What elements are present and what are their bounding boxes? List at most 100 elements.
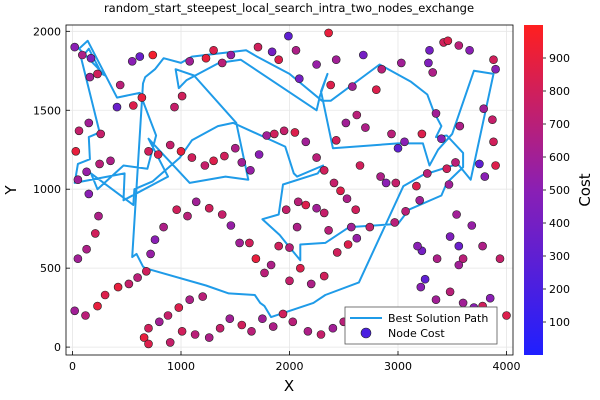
node-point xyxy=(491,64,500,74)
node-point xyxy=(231,143,240,153)
node-point xyxy=(82,167,91,177)
node-point xyxy=(458,298,468,308)
node-point xyxy=(135,52,145,61)
node-point xyxy=(133,273,142,282)
node-point xyxy=(266,260,276,270)
node-point xyxy=(328,323,338,333)
node-point xyxy=(420,274,430,284)
node-point xyxy=(292,222,302,232)
node-point xyxy=(165,140,175,150)
node-point xyxy=(165,338,175,347)
y-tick-label: 2000 xyxy=(33,25,61,38)
node-point xyxy=(204,333,214,342)
node-point xyxy=(170,102,179,112)
colorbar-tick-label: 500 xyxy=(549,184,570,197)
node-point xyxy=(425,45,434,55)
node-point xyxy=(346,222,356,232)
node-point xyxy=(237,158,247,167)
node-point xyxy=(393,143,403,153)
node-point xyxy=(437,134,446,143)
node-point xyxy=(396,58,406,68)
y-tick-label: 1500 xyxy=(33,104,61,117)
node-point xyxy=(127,56,137,66)
node-point xyxy=(176,147,186,156)
node-point xyxy=(198,292,207,301)
node-point xyxy=(489,137,498,147)
node-point xyxy=(153,150,163,159)
node-point xyxy=(489,55,498,65)
node-point xyxy=(391,178,401,188)
node-point xyxy=(417,129,427,139)
node-point xyxy=(478,241,487,251)
node-point xyxy=(146,249,155,259)
node-point xyxy=(279,126,289,136)
colorbar-tick-label: 100 xyxy=(549,316,570,329)
node-point xyxy=(185,295,194,305)
node-point xyxy=(209,45,218,55)
node-point xyxy=(401,207,410,216)
node-point xyxy=(312,153,321,162)
node-point xyxy=(452,210,461,219)
colorbar: 100 200 300 400 500 600 700 800 900 Cost xyxy=(524,25,594,355)
node-point xyxy=(431,295,441,305)
node-point xyxy=(260,268,269,278)
node-point xyxy=(124,279,134,289)
node-point xyxy=(200,161,210,170)
node-point xyxy=(95,159,104,169)
node-point xyxy=(361,123,370,132)
node-point xyxy=(458,254,468,264)
node-point xyxy=(348,82,357,91)
node-point xyxy=(376,172,385,181)
colorbar-tick-label: 900 xyxy=(549,52,570,65)
node-point xyxy=(268,322,278,331)
node-point xyxy=(485,293,495,303)
node-point xyxy=(217,210,227,219)
node-point xyxy=(281,205,291,214)
node-point xyxy=(303,326,313,336)
node-point xyxy=(285,276,294,286)
node-point xyxy=(285,243,294,252)
node-point xyxy=(291,45,301,55)
node-point xyxy=(424,58,433,68)
node-point xyxy=(215,323,225,333)
node-point xyxy=(144,323,153,333)
node-point xyxy=(187,153,197,162)
node-point xyxy=(129,101,138,110)
node-point xyxy=(371,85,381,94)
node-point xyxy=(96,129,105,139)
node-point xyxy=(235,238,244,248)
node-point xyxy=(467,221,477,230)
node-point xyxy=(387,129,396,139)
node-point xyxy=(217,58,227,68)
node-point xyxy=(258,314,267,324)
colorbar-tick-label: 400 xyxy=(549,217,570,230)
node-point xyxy=(148,50,158,60)
node-point xyxy=(343,240,353,249)
node-point xyxy=(312,203,321,213)
node-point xyxy=(201,53,211,63)
node-point xyxy=(220,151,229,161)
node-point xyxy=(301,137,311,147)
colorbar-ticks: 100 200 300 400 500 600 700 800 900 xyxy=(543,52,570,329)
node-point xyxy=(306,279,316,289)
node-point xyxy=(247,326,256,336)
node-point xyxy=(278,309,288,319)
node-point xyxy=(495,254,505,264)
node-point xyxy=(81,311,90,320)
node-point xyxy=(73,254,83,264)
node-point xyxy=(381,178,391,188)
node-point xyxy=(209,156,218,166)
node-point xyxy=(137,93,147,102)
x-tick-label: 2000 xyxy=(276,360,304,373)
colorbar-tick-label: 200 xyxy=(549,283,570,296)
node-point xyxy=(329,178,339,188)
node-point xyxy=(454,260,464,270)
node-point xyxy=(324,28,333,38)
node-point xyxy=(294,74,304,83)
node-point xyxy=(358,50,368,60)
node-point xyxy=(336,186,345,196)
node-point xyxy=(390,218,400,227)
node-point xyxy=(324,226,333,235)
node-point xyxy=(341,118,351,128)
